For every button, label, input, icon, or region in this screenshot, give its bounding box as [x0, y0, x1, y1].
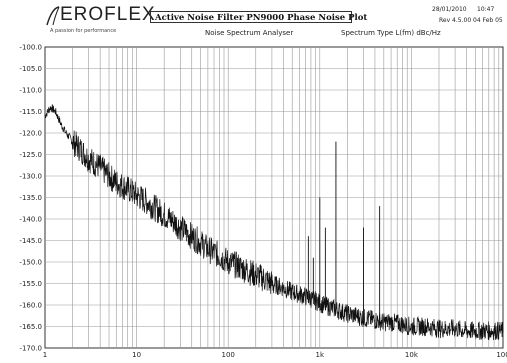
- y-tick-label: -145.0: [19, 237, 42, 245]
- y-tick-label: -135.0: [19, 194, 42, 202]
- x-tick-label: 10k: [405, 351, 419, 359]
- y-tick-label: -140.0: [19, 216, 42, 224]
- x-tick-label: 1k: [316, 351, 325, 359]
- plot-time: 10:47: [477, 6, 495, 13]
- plot-date: 28/01/2010: [432, 6, 467, 13]
- x-tick-label: 100: [222, 351, 235, 359]
- y-tick-label: -100.0: [19, 44, 42, 52]
- y-tick-label: -110.0: [19, 87, 42, 95]
- software-revision: Rev 4.5.00 04 Feb 05: [439, 17, 503, 24]
- analyser-subtitle: Noise Spectrum Analyser: [205, 29, 294, 37]
- y-tick-label: -165.0: [19, 323, 42, 331]
- y-tick-label: -155.0: [19, 280, 42, 288]
- noise-trace-line: [44, 104, 504, 341]
- plot-title: Active Noise Filter PN9000 Phase Noise P…: [150, 11, 367, 23]
- y-tick-label: -150.0: [19, 259, 42, 267]
- x-tick-label: 1: [43, 351, 47, 359]
- aeroflex-logo-mark-icon: [46, 6, 60, 26]
- x-tick-label: 10: [132, 351, 141, 359]
- y-tick-label: -170.0: [19, 345, 42, 353]
- spectrum-type-label: Spectrum Type L(fm) dBc/Hz: [341, 29, 441, 37]
- x-tick-label: 100: [496, 351, 507, 359]
- y-tick-label: -105.0: [19, 65, 42, 73]
- y-tick-label: -120.0: [19, 130, 42, 138]
- plot-header: EROFLEX A passion for performance Active…: [0, 0, 507, 46]
- y-tick-label: -160.0: [19, 302, 42, 310]
- y-tick-label: -115.0: [19, 108, 42, 116]
- logo-tagline: A passion for performance: [50, 28, 117, 34]
- y-tick-label: -130.0: [19, 173, 42, 181]
- y-tick-label: -125.0: [19, 151, 42, 159]
- logo-text: EROFLEX: [60, 4, 156, 25]
